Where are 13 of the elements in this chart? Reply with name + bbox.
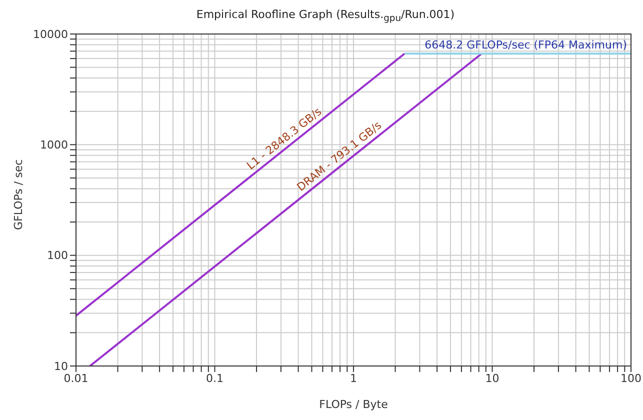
x-tick-label: 10 [485, 372, 500, 385]
y-tick-label: 100 [47, 249, 68, 262]
y-tick-label: 10000 [33, 28, 68, 41]
x-tick-label: 0.01 [64, 372, 88, 385]
series-label: 6648.2 GFLOPs/sec (FP64 Maximum) [424, 38, 627, 52]
x-tick-label: 0.1 [206, 372, 224, 385]
y-axis-title: GFLOPs / sec [12, 159, 25, 230]
x-axis-title: FLOPs / Byte [319, 398, 388, 411]
chart-title: Empirical Roofline Graph (Results.$_{gpu}$/Run.001) [195, 8, 456, 26]
y-tick-label: 10 [54, 360, 68, 373]
x-tick-label: 1 [350, 372, 357, 385]
x-tick-label: 100 [620, 372, 642, 385]
y-tick-label: 1000 [40, 138, 68, 152]
